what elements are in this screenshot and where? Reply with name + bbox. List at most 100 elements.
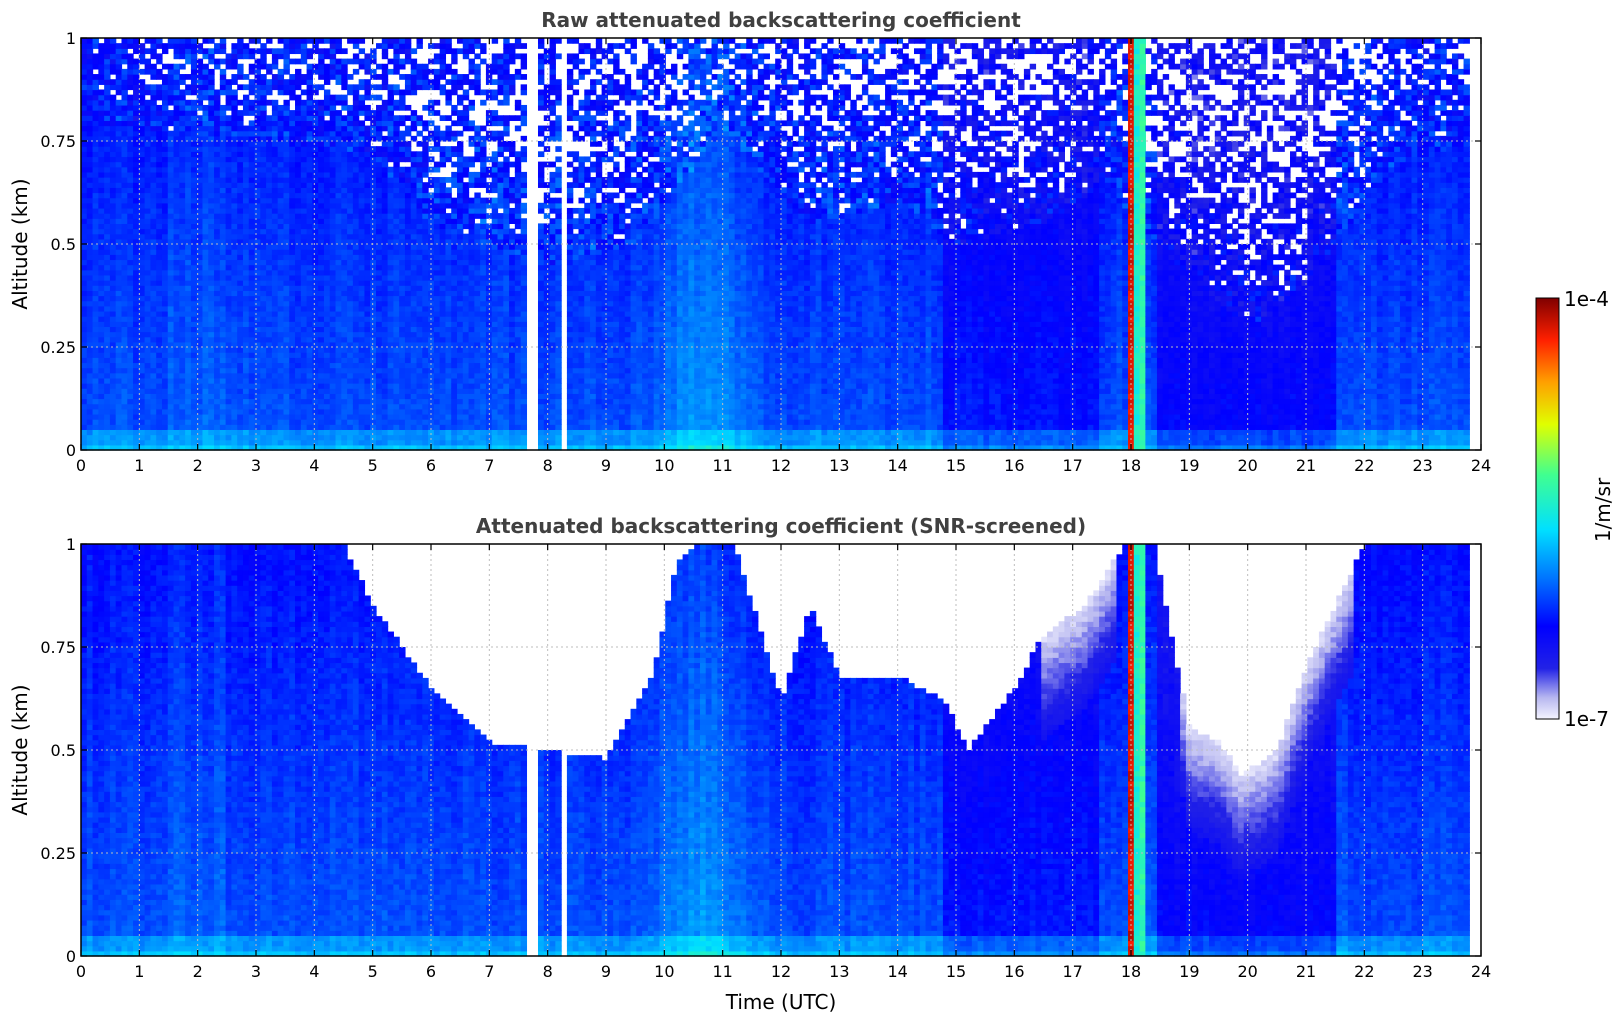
heatmap-cell (243, 419, 249, 425)
heatmap-cell (104, 223, 110, 229)
heatmap-cell (179, 357, 185, 363)
heatmap-cell (445, 332, 451, 338)
heatmap-cell (174, 234, 180, 240)
heatmap-cell (266, 115, 272, 121)
heatmap-cell (145, 218, 151, 224)
heatmap-cell (405, 131, 411, 137)
heatmap-cell (457, 440, 463, 446)
heatmap-cell (364, 213, 370, 219)
heatmap-cell (104, 347, 110, 353)
heatmap-cell (312, 383, 318, 389)
heatmap-cell (370, 275, 376, 281)
heatmap-cell (376, 383, 382, 389)
heatmap-cell (150, 347, 156, 353)
heatmap-cell (376, 162, 382, 168)
heatmap-cell (405, 254, 411, 260)
heatmap-cell (133, 368, 139, 374)
heatmap-cell (168, 259, 174, 265)
heatmap-cell (405, 409, 411, 415)
heatmap-cell (191, 38, 197, 44)
heatmap-cell (353, 172, 359, 178)
heatmap-cell (318, 301, 324, 307)
heatmap-cell (266, 182, 272, 188)
heatmap-cell (324, 285, 330, 291)
heatmap-cell (353, 131, 359, 137)
heatmap-cell (214, 141, 220, 147)
heatmap-cell (341, 259, 347, 265)
heatmap-cell (127, 270, 133, 276)
heatmap-cell (220, 84, 226, 90)
heatmap-cell (364, 162, 370, 168)
heatmap-cell (463, 321, 469, 327)
heatmap-cell (364, 151, 370, 157)
heatmap-cell (214, 316, 220, 322)
heatmap-cell (237, 38, 243, 44)
heatmap-cell (289, 337, 295, 343)
heatmap-cell (434, 198, 440, 204)
heatmap-cell (370, 429, 376, 435)
heatmap-cell (411, 151, 417, 157)
heatmap-cell (98, 59, 104, 65)
heatmap-cell (289, 254, 295, 260)
heatmap-cell (295, 95, 301, 101)
heatmap-cell (370, 399, 376, 405)
heatmap-cell (370, 373, 376, 379)
heatmap-cell (301, 79, 307, 85)
heatmap-cell (255, 326, 261, 332)
heatmap-cell (393, 218, 399, 224)
heatmap-cell (405, 285, 411, 291)
heatmap-cell (353, 213, 359, 219)
heatmap-cell (168, 244, 174, 250)
heatmap-cell (121, 321, 127, 327)
heatmap-cell (422, 347, 428, 353)
heatmap-cell (174, 198, 180, 204)
heatmap-cell (347, 337, 353, 343)
heatmap-cell (104, 244, 110, 250)
heatmap-cell (237, 368, 243, 374)
heatmap-cell (214, 162, 220, 168)
heatmap-cell (133, 285, 139, 291)
heatmap-cell (445, 198, 451, 204)
heatmap-cell (330, 414, 336, 420)
heatmap-cell (330, 203, 336, 209)
heatmap-cell (370, 110, 376, 116)
heatmap-cell (353, 115, 359, 121)
heatmap-cell (336, 254, 342, 260)
heatmap-cell (347, 172, 353, 178)
heatmap-cell (150, 100, 156, 106)
heatmap-cell (434, 244, 440, 250)
heatmap-cell (434, 249, 440, 255)
heatmap-cell (243, 151, 249, 157)
heatmap-cell (399, 275, 405, 281)
heatmap-cell (330, 53, 336, 59)
heatmap-cell (405, 43, 411, 49)
heatmap-cell (98, 399, 104, 405)
heatmap-cell (411, 223, 417, 229)
heatmap-cell (405, 223, 411, 229)
heatmap-cell (417, 362, 423, 368)
heatmap-cell (202, 223, 208, 229)
heatmap-cell (162, 424, 168, 430)
heatmap-cell (87, 373, 93, 379)
heatmap-cell (312, 198, 318, 204)
heatmap-cell (301, 311, 307, 317)
heatmap-cell (231, 120, 237, 126)
heatmap-cell (278, 182, 284, 188)
heatmap-cell (364, 378, 370, 384)
heatmap-cell (121, 151, 127, 157)
heatmap-cell (226, 213, 232, 219)
heatmap-cell (93, 198, 99, 204)
heatmap-cell (312, 388, 318, 394)
heatmap-cell (260, 53, 266, 59)
heatmap-cell (255, 383, 261, 389)
heatmap-cell (312, 352, 318, 358)
heatmap-cell (353, 146, 359, 152)
heatmap-cell (278, 285, 284, 291)
heatmap-cell (457, 74, 463, 80)
heatmap-cell (87, 244, 93, 250)
heatmap-cell (98, 182, 104, 188)
heatmap-cell (185, 110, 191, 116)
heatmap-cell (87, 141, 93, 147)
heatmap-cell (127, 409, 133, 415)
heatmap-cell (336, 95, 342, 101)
